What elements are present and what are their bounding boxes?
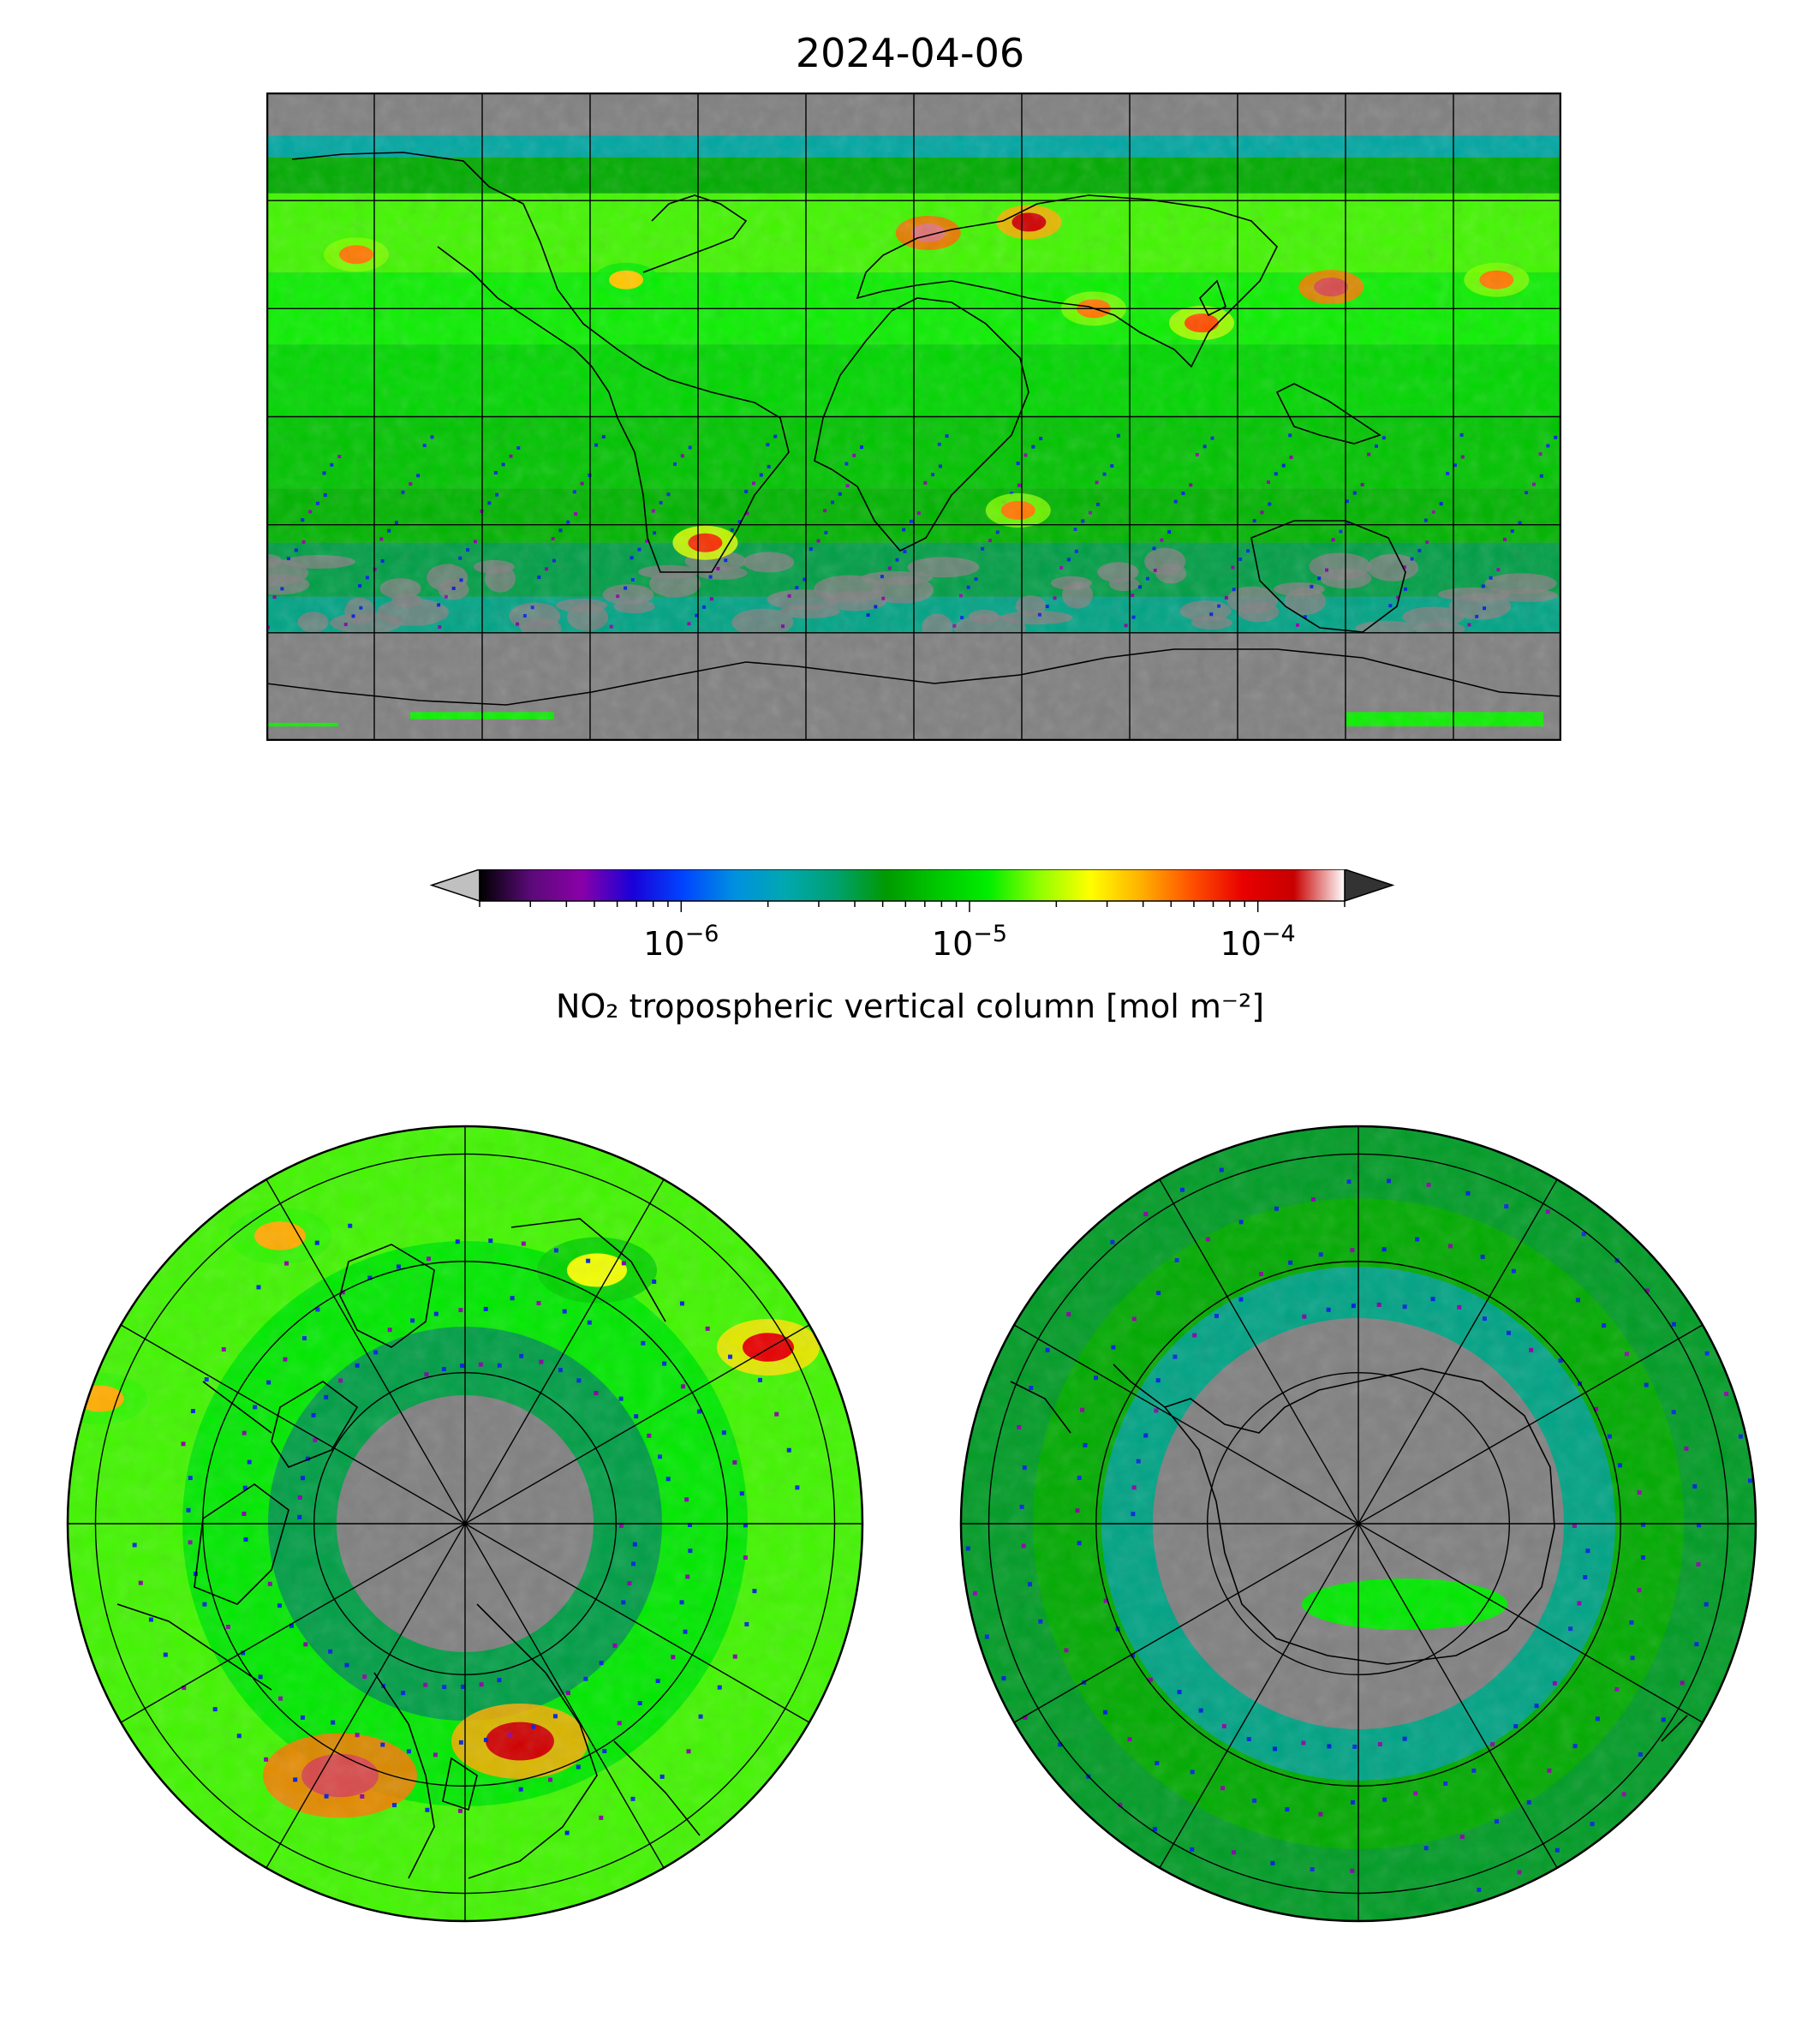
tick-label-exponent: −4 bbox=[1262, 921, 1296, 947]
global-map bbox=[266, 92, 1561, 741]
colorbar-tick-label: 10−6 bbox=[643, 921, 719, 963]
map-frame bbox=[66, 1125, 864, 1923]
map-frame bbox=[266, 92, 1561, 741]
coastlines bbox=[266, 152, 1561, 706]
colorbar-under-extension bbox=[429, 869, 480, 903]
colorbar-tick-labels: 10−6 10−5 10−4 bbox=[643, 921, 1296, 963]
coastlines bbox=[116, 1218, 701, 1879]
colorbar: 10−6 10−5 10−4 bbox=[429, 869, 1395, 963]
colorbar-tick-label: 10−5 bbox=[932, 921, 1007, 963]
tick-label-base: 10 bbox=[643, 925, 684, 963]
graticule bbox=[266, 92, 1561, 741]
north-polar-map bbox=[66, 1125, 864, 1923]
tick-label-base: 10 bbox=[932, 925, 973, 963]
tick-label-exponent: −6 bbox=[685, 921, 719, 947]
figure-title: 2024-04-06 bbox=[795, 30, 1025, 76]
colorbar-label: NO₂ tropospheric vertical column [mol m⁻… bbox=[555, 988, 1265, 1025]
colorbar-over-extension bbox=[1344, 869, 1395, 903]
graticule bbox=[68, 1126, 862, 1921]
tick-label-exponent: −5 bbox=[973, 921, 1007, 947]
south-polar-map bbox=[959, 1125, 1757, 1923]
colorbar-gradient bbox=[479, 869, 1346, 902]
graticule bbox=[961, 1126, 1756, 1921]
map-frame bbox=[959, 1125, 1757, 1923]
colorbar-tick-label: 10−4 bbox=[1220, 921, 1296, 963]
tick-label-base: 10 bbox=[1220, 925, 1262, 963]
colorbar-ticks bbox=[479, 901, 1346, 912]
